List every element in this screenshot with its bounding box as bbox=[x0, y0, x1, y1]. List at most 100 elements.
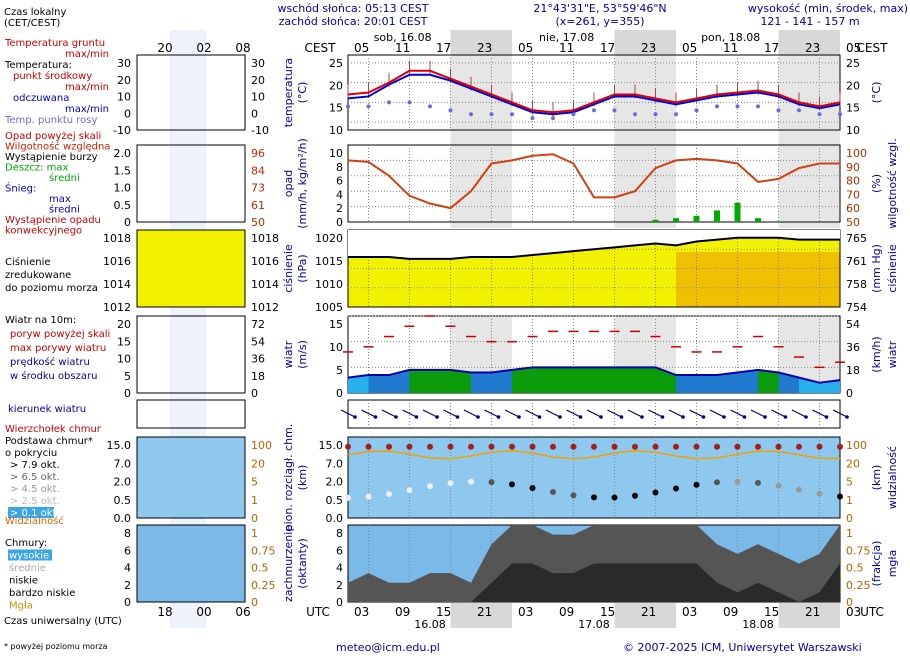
cloudtop-dot bbox=[673, 443, 679, 450]
cloudbase-tick: 0.5 bbox=[326, 494, 344, 507]
hour-top-label: 17 bbox=[436, 41, 451, 55]
axis-title-left: opad bbox=[282, 170, 295, 197]
legend-wind-item: poryw powyżej skali bbox=[10, 329, 110, 340]
wind-arrow bbox=[443, 409, 458, 418]
mini-hour-top: 08 bbox=[235, 41, 250, 55]
wind-arrow bbox=[381, 409, 397, 418]
contact-email[interactable]: meteo@icm.edu.pl bbox=[336, 641, 440, 654]
cloudbase-dot bbox=[673, 485, 679, 492]
mini-panel-precip bbox=[136, 144, 246, 223]
cloudbase-dot bbox=[714, 479, 720, 486]
wind-arrow-head bbox=[414, 415, 419, 419]
mini-cloudbase-tick: 7.0 bbox=[114, 457, 132, 470]
cloudtop-dot bbox=[632, 443, 638, 450]
panel-precip bbox=[347, 144, 841, 223]
visibility-tick: 1 bbox=[846, 494, 853, 507]
wind-arrow-head bbox=[701, 415, 706, 419]
fog-tick: 0.75 bbox=[846, 544, 871, 557]
cloudtop-dot bbox=[406, 443, 413, 450]
hour-bottom-label: 21 bbox=[805, 605, 820, 619]
mini-panel-press bbox=[136, 229, 246, 308]
mini-wind-tick: 10 bbox=[117, 353, 131, 366]
legend-cloudbase-item: > 4.5 okt. bbox=[10, 484, 60, 495]
precip-tick: 10 bbox=[329, 147, 343, 160]
wind-arrow-head bbox=[476, 415, 480, 419]
rain-bar bbox=[652, 219, 659, 222]
legend-clouds-item: średnie bbox=[9, 562, 46, 574]
cloudtop-dot bbox=[714, 443, 720, 450]
legend-clouds-item: bardzo niskie bbox=[9, 588, 75, 599]
wind-arrow-head bbox=[619, 415, 624, 419]
wind-arrow-head bbox=[537, 415, 542, 419]
hour-bottom-label: 03 bbox=[354, 605, 369, 619]
hour-bottom-label: 21 bbox=[641, 605, 656, 619]
cloudbase-dot bbox=[632, 492, 638, 499]
footnote: * powyżej poziomu morza bbox=[4, 642, 108, 651]
cloudbase-dot bbox=[406, 487, 413, 494]
mini-precip-tick: 0 bbox=[124, 216, 131, 229]
wind-kmh-tick: 36 bbox=[846, 341, 860, 354]
mini-panel-wind bbox=[136, 315, 246, 394]
fog-tick: 0.25 bbox=[846, 579, 871, 592]
mini-pressure-tick: 1012 bbox=[103, 301, 131, 314]
mini-visibility-tick: 100 bbox=[251, 439, 272, 452]
sunset-text: zachód słońca: 20:01 CEST bbox=[278, 15, 428, 28]
wind-speed-area bbox=[635, 367, 656, 393]
dewpoint-dot bbox=[571, 112, 576, 117]
feels-like-line bbox=[347, 73, 841, 116]
local-time-axis-label-right: CEST bbox=[857, 41, 889, 55]
humidity-tick: 80 bbox=[846, 175, 860, 188]
mini-wind-tick-r: 18 bbox=[251, 370, 265, 383]
mini-clouds-tick: 2 bbox=[124, 579, 131, 592]
cloudbase-dot bbox=[345, 494, 351, 501]
cloudbase-dot bbox=[488, 479, 495, 486]
pressure-tick: 1020 bbox=[315, 232, 343, 245]
legend-cloudbase-item: > 0.1 okt. bbox=[10, 508, 60, 519]
legend-local-time: Czas lokalny (CET/CEST) bbox=[4, 7, 66, 29]
mini-wind-tick-r: 36 bbox=[251, 353, 265, 366]
low-cloud-area bbox=[348, 563, 840, 602]
cloudbase-tick: 0.0 bbox=[326, 512, 344, 525]
wind-arrow bbox=[586, 409, 602, 418]
dewpoint-dot bbox=[387, 100, 391, 105]
precip-tick: 6 bbox=[336, 175, 343, 188]
dewpoint-dot bbox=[346, 104, 350, 109]
hour-top-label: 17 bbox=[600, 41, 615, 55]
mini-pressure-tick: 1016 bbox=[103, 255, 131, 268]
dewpoint-dot bbox=[530, 116, 535, 121]
wind-speed-area bbox=[430, 369, 451, 393]
mini-temp-tick: 30 bbox=[117, 57, 131, 70]
humidity-tick: 100 bbox=[846, 147, 867, 160]
precip-tick: 4 bbox=[336, 188, 343, 201]
dewpoint-dot bbox=[735, 104, 740, 109]
legend-precip-item: Opad powyżej skali bbox=[5, 131, 101, 142]
legend-clouds-item: wysokie bbox=[9, 551, 49, 562]
wind-arrow bbox=[566, 409, 581, 418]
wind-arrow bbox=[504, 409, 520, 418]
elevation: wysokość (min, środek, max) 121 - 141 - … bbox=[712, 2, 908, 28]
axis-unit-right: (mm Hg) bbox=[870, 244, 883, 293]
mini-cloudbase-bg bbox=[137, 437, 245, 518]
wind-arrow bbox=[463, 409, 479, 418]
fog-tick: 1 bbox=[846, 527, 853, 540]
cloudtop-dot bbox=[365, 443, 372, 450]
night-header-cell bbox=[614, 30, 676, 55]
clouds-tick: 2 bbox=[336, 579, 343, 592]
wind-arrow-head bbox=[599, 415, 603, 419]
legend-temp-item: max/min bbox=[65, 82, 109, 93]
wind-speed-area bbox=[614, 367, 635, 393]
mini-pressure-tick-r: 1016 bbox=[251, 255, 279, 268]
cloudbase-dot bbox=[652, 489, 659, 496]
mini-panel-cloud bbox=[136, 524, 246, 603]
legend-precip-item: Wilgotność względna bbox=[5, 141, 110, 153]
wind-speed-area bbox=[389, 369, 410, 393]
temp-tick-right: 25 bbox=[846, 57, 860, 70]
mini-hour-top: 20 bbox=[157, 41, 172, 55]
wind-speed-area bbox=[409, 369, 430, 393]
night-header-cell bbox=[778, 30, 840, 55]
axis-unit-left: (oktanty) bbox=[296, 538, 309, 589]
wind-arrow bbox=[771, 409, 786, 418]
mini-temp-tick: 10 bbox=[117, 91, 131, 104]
mini-hour-bottom: 06 bbox=[235, 605, 250, 619]
hour-bottom-label: 09 bbox=[395, 605, 410, 619]
